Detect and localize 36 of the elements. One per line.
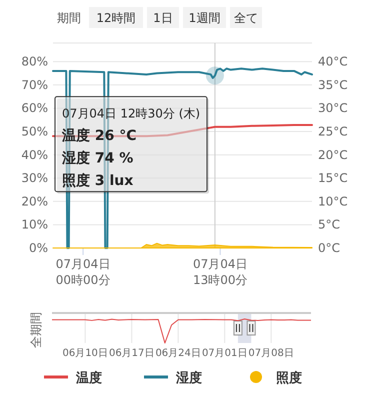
y-tick-label: 60% bbox=[21, 101, 48, 116]
y-tick-label: 20% bbox=[21, 194, 48, 208]
y2-tick-label: 35°C bbox=[318, 78, 348, 92]
x-tick-label: 07月04日 13時00分 bbox=[192, 257, 248, 287]
y2-tick-label: 40°C bbox=[318, 54, 348, 69]
tooltip: 07月04日 12時30分 (木) 温度 26 °C 湿度 74 % 照度 3 lux bbox=[54, 96, 209, 194]
y2-tick-label: 30°C bbox=[318, 101, 348, 116]
y-tick-label: 10% bbox=[21, 218, 48, 232]
x-tick-label: 06月10日 bbox=[62, 348, 108, 359]
x-tick-label: 07月01日 bbox=[202, 348, 248, 359]
y-tick-label: 30% bbox=[21, 171, 48, 186]
y2-tick-label: 0°C bbox=[318, 241, 340, 255]
y-tick-label: 70% bbox=[21, 78, 48, 92]
text: 12時間 bbox=[96, 11, 136, 25]
y2-tick-label: 25°C bbox=[318, 124, 348, 139]
legend-label: 照度 bbox=[276, 370, 302, 386]
y2-tick-label: 5°C bbox=[318, 218, 340, 232]
y2-tick-label: 20°C bbox=[318, 148, 348, 162]
y-axis-title: 全期間 bbox=[29, 312, 43, 348]
text: 1日 bbox=[153, 11, 173, 25]
legend-label: 湿度 bbox=[175, 370, 202, 386]
y-tick-label: 0% bbox=[28, 241, 48, 255]
text: 1週間 bbox=[188, 11, 220, 25]
annotation: 07月04日 12時30分 (木) 温度 26 °C 湿度 74 % 照度 3 lux bbox=[61, 106, 200, 190]
y2-tick-label: 10°C bbox=[318, 194, 348, 208]
y2-tick-label: 15°C bbox=[318, 171, 348, 186]
x-tick-label: 07月04日 00時00分 bbox=[56, 257, 110, 287]
y-tick-label: 50% bbox=[21, 124, 48, 139]
y-tick-label: 40% bbox=[21, 148, 48, 162]
x-tick-label: 07月08日 bbox=[248, 348, 294, 359]
text: 全て bbox=[234, 11, 258, 25]
legend-label: 温度 bbox=[75, 370, 102, 386]
x-tick-label: 06月17日 bbox=[108, 348, 154, 359]
x-tick-label: 06月24日 bbox=[155, 348, 201, 359]
text: 期間 bbox=[57, 11, 81, 25]
y-tick-label: 80% bbox=[21, 54, 48, 69]
